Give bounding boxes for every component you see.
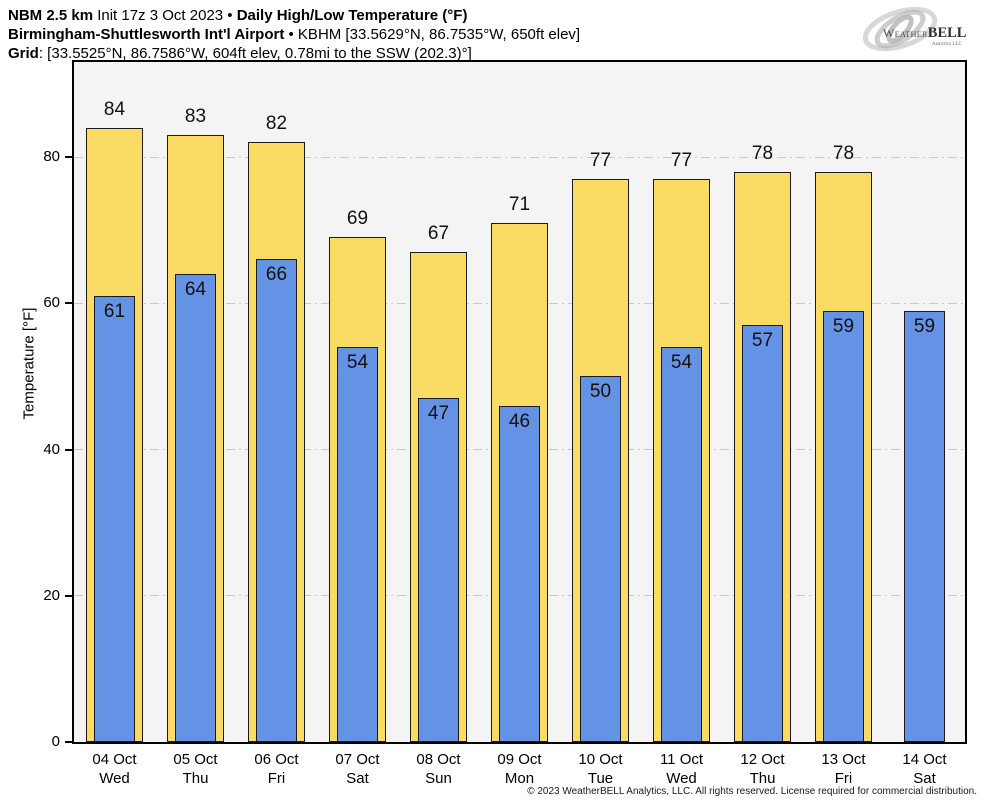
x-tick-label: 09 Oct Mon xyxy=(479,750,560,788)
low-value-label: 57 xyxy=(751,330,774,352)
x-tick-label: 05 Oct Thu xyxy=(155,750,236,788)
low-value-label: 59 xyxy=(832,315,855,337)
low-value-label: 54 xyxy=(346,352,369,374)
logo-subtext: Analytics LLC xyxy=(932,42,963,47)
x-tick-weekday: Mon xyxy=(504,770,535,787)
high-value-label: 78 xyxy=(751,142,774,164)
x-tick-weekday: Sun xyxy=(425,770,452,787)
x-tick-label: 11 Oct Wed xyxy=(641,750,722,788)
low-bar xyxy=(94,295,135,742)
low-value-label: 64 xyxy=(184,279,207,301)
x-tick-weekday: Thu xyxy=(749,770,776,787)
high-value-label: 69 xyxy=(346,208,369,230)
y-tick-mark xyxy=(65,594,73,597)
x-tick-weekday: Wed xyxy=(99,770,130,787)
logo-text: WeatherBELL xyxy=(883,25,967,41)
y-tick-mark xyxy=(65,741,73,743)
chart-header: NBM 2.5 km Init 17z 3 Oct 2023 • Daily H… xyxy=(8,6,580,63)
high-value-label: 83 xyxy=(184,106,207,128)
y-tick-mark xyxy=(65,156,73,159)
low-bar xyxy=(175,274,216,742)
high-value-label: 67 xyxy=(427,223,450,245)
x-tick-date: 06 Oct xyxy=(254,751,299,768)
high-value-label: 78 xyxy=(832,142,855,164)
copyright: © 2023 WeatherBELL Analytics, LLC. All r… xyxy=(527,786,977,797)
x-tick-label: 10 Oct Tue xyxy=(560,750,641,788)
init-time: Init 17z 3 Oct 2023 • xyxy=(93,7,237,24)
y-tick-label: 20 xyxy=(43,586,60,604)
station-coords: • KBHM [33.5629°N, 86.7535°W, 650ft elev… xyxy=(284,26,581,43)
x-tick-date: 08 Oct xyxy=(416,751,461,768)
y-tick-label: 60 xyxy=(43,294,60,312)
x-tick-label: 06 Oct Fri xyxy=(236,750,317,788)
x-tick-weekday: Wed xyxy=(666,770,697,787)
product-name: Daily High/Low Temperature (°F) xyxy=(236,7,468,24)
station-name: Birmingham-Shuttlesworth Int'l Airport xyxy=(8,26,285,43)
low-bar xyxy=(499,405,540,742)
weatherbell-logo: WeatherBELL Analytics LLC xyxy=(862,6,967,52)
low-value-label: 50 xyxy=(589,381,612,403)
high-value-label: 77 xyxy=(589,150,612,171)
low-bar xyxy=(418,398,459,742)
x-tick-date: 12 Oct xyxy=(740,751,785,768)
x-tick-date: 13 Oct xyxy=(821,751,866,768)
y-tick-label: 0 xyxy=(51,733,60,750)
low-bar xyxy=(580,376,621,742)
grid-label: Grid xyxy=(8,45,39,62)
x-tick-weekday: Tue xyxy=(587,770,614,787)
x-tick-label: 13 Oct Fri xyxy=(803,750,884,788)
low-bar xyxy=(661,347,702,742)
high-value-label: 82 xyxy=(265,113,288,135)
high-value-label: 71 xyxy=(508,193,531,215)
x-tick-date: 07 Oct xyxy=(335,751,380,768)
plot-area: 0 20 40 60 80 84 61 83 64 82 66 69 54 67 47 71 46 77 50 77 5… xyxy=(43,60,967,750)
swirl-icon xyxy=(862,6,938,52)
x-tick-date: 05 Oct xyxy=(173,751,218,768)
low-bar xyxy=(256,259,297,742)
low-bar xyxy=(337,347,378,742)
high-value-label: 84 xyxy=(103,98,126,120)
x-tick-date: 10 Oct xyxy=(578,751,623,768)
low-bar xyxy=(742,325,783,742)
y-tick-mark xyxy=(65,448,73,451)
low-value-label: 47 xyxy=(427,403,450,425)
gridline xyxy=(74,156,965,158)
low-value-label: 59 xyxy=(913,315,936,337)
y-tick-label: 40 xyxy=(43,440,60,458)
x-tick-date: 11 Oct xyxy=(659,751,704,768)
low-value-label: 61 xyxy=(103,300,126,322)
x-tick-label: 07 Oct Sat xyxy=(317,750,398,788)
x-tick-weekday: Fri xyxy=(267,770,286,787)
x-tick-date: 04 Oct xyxy=(92,751,137,768)
station-line: Birmingham-Shuttlesworth Int'l Airport •… xyxy=(8,25,580,44)
low-value-label: 66 xyxy=(265,264,288,286)
x-tick-label: 12 Oct Thu xyxy=(722,750,803,788)
title-line: NBM 2.5 km Init 17z 3 Oct 2023 • Daily H… xyxy=(8,6,580,25)
x-tick-weekday: Fri xyxy=(834,770,853,787)
model-name: NBM 2.5 km xyxy=(8,7,94,24)
x-tick-date: 09 Oct xyxy=(497,751,542,768)
low-value-label: 46 xyxy=(508,410,531,432)
low-bar xyxy=(823,310,864,742)
high-value-label: 77 xyxy=(670,150,693,171)
low-bar xyxy=(904,310,945,742)
x-tick-label: 14 Oct Sat xyxy=(884,750,965,788)
x-tick-label: 08 Oct Sun xyxy=(398,750,479,788)
x-axis-labels: 04 Oct Wed 05 Oct Thu 06 Oct Fri 07 Oct Sat 08 O… xyxy=(74,750,965,788)
x-tick-date: 14 Oct xyxy=(902,751,947,768)
y-tick-mark xyxy=(65,302,73,305)
x-tick-weekday: Sat xyxy=(913,770,936,787)
x-tick-weekday: Thu xyxy=(182,770,209,787)
low-value-label: 54 xyxy=(670,352,693,374)
x-tick-label: 04 Oct Wed xyxy=(74,750,155,788)
x-tick-weekday: Sat xyxy=(346,770,369,787)
y-tick-label: 80 xyxy=(43,148,60,166)
grid-line: Grid: [33.5525°N, 86.7586°W, 604ft elev,… xyxy=(8,44,580,63)
grid-coords: : [33.5525°N, 86.7586°W, 604ft elev, 0.7… xyxy=(38,45,472,62)
